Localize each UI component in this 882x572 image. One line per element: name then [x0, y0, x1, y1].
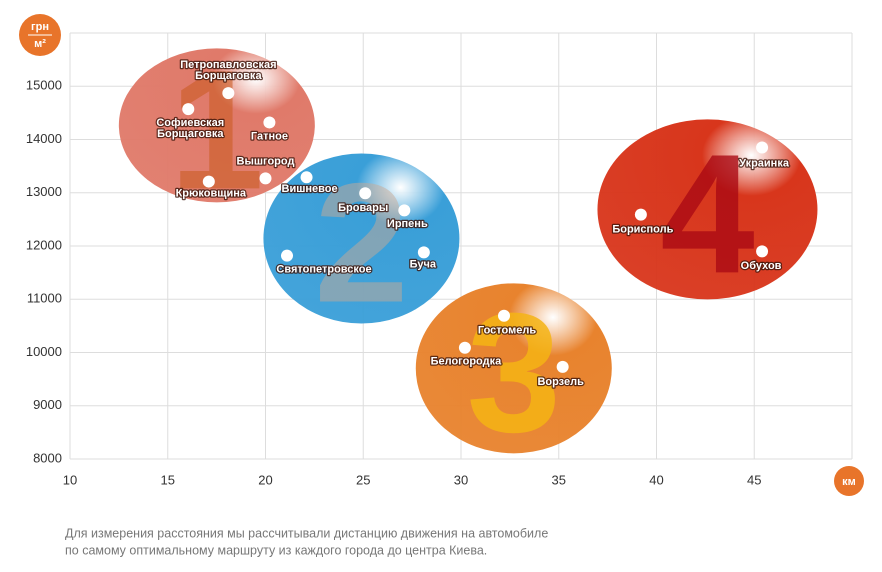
cluster-number: 3 — [467, 278, 562, 468]
point — [458, 341, 471, 354]
point-label: Вышгород — [237, 155, 295, 167]
point-label: Гостомель — [478, 325, 536, 337]
point — [300, 171, 313, 184]
x-tick-label: 10 — [63, 472, 77, 487]
y-unit: грн — [31, 21, 49, 33]
x-tick-label: 35 — [552, 472, 566, 487]
x-tick-label: 25 — [356, 472, 370, 487]
y-tick-label: 14000 — [26, 131, 62, 146]
point-label: Бровары — [338, 202, 388, 214]
cluster-bubble — [415, 283, 612, 454]
point-label: Крюковщина — [176, 187, 247, 199]
point-label: Обухов — [741, 260, 782, 272]
point-label: Борщаговка — [157, 128, 224, 140]
point-label: Гатное — [251, 130, 288, 142]
y-tick-label: 10000 — [26, 344, 62, 359]
y-tick-label: 11000 — [27, 291, 62, 306]
x-tick-label: 40 — [649, 472, 663, 487]
point — [222, 87, 235, 100]
y-tick-label: 15000 — [26, 78, 62, 93]
y-tick-label: 13000 — [26, 184, 62, 199]
cluster-number: 4 — [660, 119, 755, 309]
point — [634, 208, 647, 221]
cluster-bubble — [118, 48, 315, 203]
x-unit-badge — [834, 466, 864, 496]
point-label: Украинка — [739, 157, 790, 169]
point-label: Софиевская — [156, 117, 224, 129]
point-label: Борщаговка — [195, 70, 262, 82]
point — [202, 175, 215, 188]
cluster-number: 2 — [314, 148, 409, 338]
note-line: Для измерения расстояния мы рассчитывали… — [65, 526, 548, 540]
point — [756, 245, 769, 258]
point — [359, 187, 372, 200]
x-tick-label: 15 — [161, 472, 175, 487]
cluster-number: 1 — [170, 35, 265, 225]
point-label: Борисполь — [612, 223, 673, 235]
point-label: Ворзель — [537, 376, 584, 388]
y-tick-label: 12000 — [26, 237, 62, 252]
point — [498, 309, 511, 322]
point-label: Святопетровское — [276, 263, 371, 275]
y-unit-sub: м² — [34, 38, 46, 50]
y-tick-label: 9000 — [33, 397, 62, 412]
x-tick-label: 30 — [454, 472, 468, 487]
y-tick-label: 8000 — [33, 450, 62, 465]
point — [281, 249, 294, 262]
point — [398, 204, 411, 217]
point-label: Петропавловская — [180, 59, 276, 71]
point-label: Ирпень — [387, 218, 428, 230]
point-label: Буча — [410, 258, 437, 270]
note-line: по самому оптимальному маршруту из каждо… — [65, 543, 487, 557]
point — [556, 360, 569, 373]
cluster-bubble — [263, 153, 460, 324]
point — [756, 141, 769, 154]
x-tick-label: 45 — [747, 472, 761, 487]
point-label: Белогородка — [431, 356, 503, 368]
point — [263, 116, 276, 129]
x-unit: км — [842, 476, 856, 488]
x-tick-label: 20 — [258, 472, 272, 487]
point — [417, 246, 430, 259]
point — [259, 172, 272, 185]
point — [182, 103, 195, 116]
point-label: Вишневое — [282, 183, 338, 195]
